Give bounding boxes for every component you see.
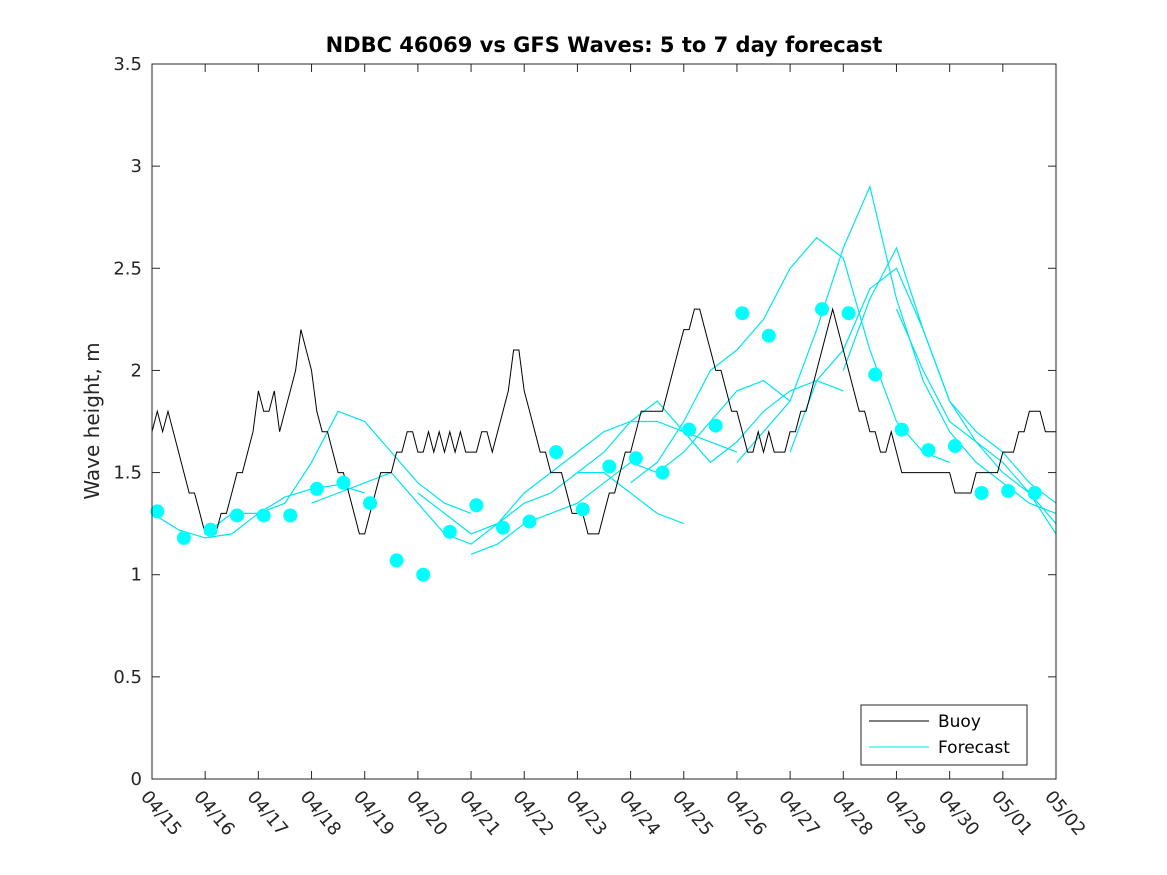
forecast-marker xyxy=(974,486,989,500)
forecast-marker xyxy=(708,418,723,433)
x-tick-label: 04/18 xyxy=(296,787,345,840)
forecast-marker xyxy=(230,508,245,523)
forecast-marker xyxy=(655,465,670,480)
forecast-marker xyxy=(894,422,909,437)
x-tick-label: 04/25 xyxy=(668,787,717,840)
forecast-marker xyxy=(522,514,537,529)
y-tick-label: 0.5 xyxy=(113,667,142,688)
x-tick-label: 04/15 xyxy=(136,787,185,840)
chart-title: NDBC 46069 vs GFS Waves: 5 to 7 day fore… xyxy=(326,33,883,57)
forecast-marker xyxy=(389,553,404,568)
x-tick-label: 05/02 xyxy=(1040,787,1089,840)
x-tick-label: 05/01 xyxy=(987,787,1036,840)
forecast-marker xyxy=(416,567,431,582)
forecast-marker xyxy=(628,451,643,466)
plot-frame xyxy=(151,63,1057,780)
y-tick-label: 1.5 xyxy=(113,463,142,484)
legend-forecast-label: Forecast xyxy=(938,738,1010,758)
legend-box xyxy=(860,704,1028,766)
forecast-marker xyxy=(442,524,457,539)
x-tick-label: 04/30 xyxy=(934,787,983,840)
y-tick-label: 3.5 xyxy=(113,54,142,75)
forecast-marker xyxy=(947,439,962,454)
forecast-marker xyxy=(761,328,776,343)
forecast-marker xyxy=(150,504,165,519)
forecast-series-line xyxy=(630,236,950,484)
y-tick-label: 0 xyxy=(131,769,142,790)
forecast-marker xyxy=(682,422,697,437)
x-tick-label: 04/26 xyxy=(721,787,770,840)
x-tick-label: 04/21 xyxy=(455,787,504,840)
forecast-marker xyxy=(1027,486,1042,500)
forecast-marker xyxy=(1001,483,1016,498)
forecast-marker xyxy=(256,508,271,523)
forecast-marker xyxy=(336,475,351,490)
x-tick-label: 04/23 xyxy=(562,787,611,840)
forecast-marker xyxy=(469,498,484,513)
y-tick-label: 3 xyxy=(131,156,142,177)
x-tick-label: 04/22 xyxy=(508,787,557,840)
legend: Buoy Forecast xyxy=(860,704,1028,766)
forecast-marker xyxy=(363,496,378,511)
x-tick-label: 04/27 xyxy=(774,787,823,840)
series-layer xyxy=(150,184,1057,582)
forecast-marker xyxy=(868,367,883,382)
forecast-series-line xyxy=(736,184,1057,514)
forecast-marker xyxy=(283,508,298,523)
forecast-marker xyxy=(495,520,510,535)
y-axis-label: Wave height, m xyxy=(80,342,104,499)
forecast-marker xyxy=(309,481,324,496)
plot-area xyxy=(152,64,1056,779)
forecast-series-line xyxy=(577,379,844,474)
forecast-marker xyxy=(735,306,750,321)
forecast-series-line xyxy=(204,410,472,535)
forecast-marker xyxy=(176,530,191,545)
buoy-series-line xyxy=(151,307,1056,535)
forecast-marker xyxy=(841,306,856,321)
x-tick-label: 04/28 xyxy=(827,787,876,840)
x-tick-label: 04/29 xyxy=(881,787,930,840)
forecast-marker xyxy=(815,302,830,317)
forecast-marker xyxy=(575,502,590,517)
forecast-marker xyxy=(549,445,564,460)
x-tick-label: 04/20 xyxy=(402,787,451,840)
forecast-series-line xyxy=(842,246,1057,504)
forecast-marker xyxy=(602,459,617,474)
forecast-marker xyxy=(203,522,218,537)
y-tick-label: 2.5 xyxy=(113,258,142,279)
x-tick-label: 04/19 xyxy=(349,787,398,840)
legend-buoy-label: Buoy xyxy=(938,712,981,732)
y-axis-ticks: 0 0.5 1 1.5 2 2.5 3 3.5 xyxy=(113,54,1056,790)
y-tick-label: 1 xyxy=(131,565,142,586)
y-tick-label: 2 xyxy=(131,360,142,381)
x-tick-label: 04/17 xyxy=(243,787,292,840)
x-tick-label: 04/24 xyxy=(615,787,664,840)
x-tick-label: 04/16 xyxy=(189,787,238,840)
forecast-marker xyxy=(921,443,936,458)
